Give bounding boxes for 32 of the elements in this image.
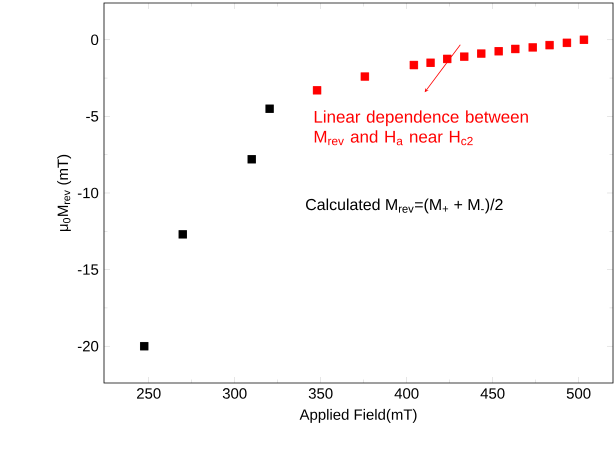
y-axis-title: μ$_{0}$M$_{rev}$ (mT)	[57, 154, 72, 232]
point	[511, 44, 520, 54]
annotation: Calculated M$_{rev}$=(M$_{+}$ + M$_{-}$)/2	[306, 198, 503, 214]
point	[545, 40, 554, 50]
x-tick-label: 300	[222, 388, 247, 399]
point	[443, 54, 452, 64]
x-tick-label: 450	[480, 388, 505, 399]
annotation: Linear dependence between M$_{rev}$ and H$_{a}$ near H$_{c2}$	[314, 110, 528, 146]
point	[360, 72, 370, 81]
y-tick-label: 0	[91, 34, 98, 46]
point	[562, 38, 572, 48]
point	[477, 49, 486, 58]
point	[494, 47, 503, 56]
y-tick-label: -20	[78, 340, 98, 352]
point	[265, 104, 274, 113]
point	[140, 342, 148, 350]
x-tick-label: 350	[308, 388, 333, 399]
point	[410, 60, 418, 70]
x-tick-label: 500	[566, 388, 590, 399]
y-tick-label: -10	[78, 188, 98, 198]
point	[312, 86, 322, 95]
y-tick-label: -15	[78, 264, 98, 275]
point	[528, 43, 537, 52]
y-tick-label: -5	[86, 111, 98, 122]
point	[460, 52, 468, 61]
x-tick-label: 250	[136, 388, 161, 399]
point	[248, 155, 256, 164]
x-axis-title: Applied Field(mT)	[300, 408, 417, 423]
point	[580, 36, 588, 44]
point	[426, 58, 435, 67]
point	[178, 230, 187, 239]
x-tick-label: 400	[394, 388, 419, 399]
